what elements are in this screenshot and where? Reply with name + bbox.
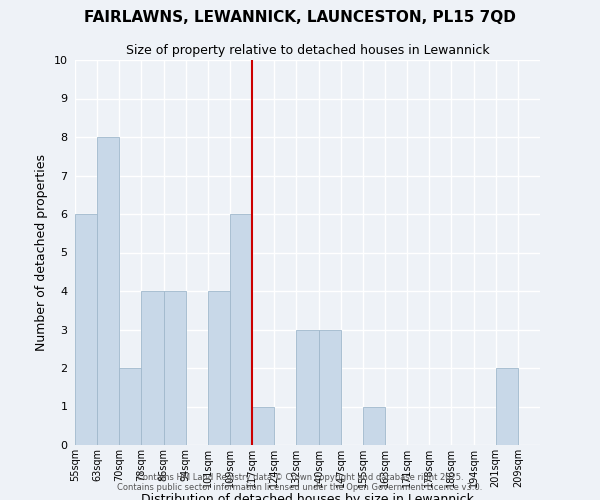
Bar <box>363 406 385 445</box>
Title: Size of property relative to detached houses in Lewannick: Size of property relative to detached ho… <box>125 44 490 58</box>
Bar <box>296 330 319 445</box>
Bar <box>142 291 164 445</box>
Bar <box>164 291 186 445</box>
Bar <box>97 137 119 445</box>
Bar <box>319 330 341 445</box>
Text: FAIRLAWNS, LEWANNICK, LAUNCESTON, PL15 7QD: FAIRLAWNS, LEWANNICK, LAUNCESTON, PL15 7… <box>84 10 516 25</box>
Y-axis label: Number of detached properties: Number of detached properties <box>35 154 48 351</box>
Bar <box>252 406 274 445</box>
Bar <box>75 214 97 445</box>
X-axis label: Distribution of detached houses by size in Lewannick: Distribution of detached houses by size … <box>141 492 474 500</box>
Bar <box>496 368 518 445</box>
Text: Contains HM Land Registry data © Crown copyright and database right 2025.
Contai: Contains HM Land Registry data © Crown c… <box>118 473 482 492</box>
Bar <box>208 291 230 445</box>
Bar <box>119 368 142 445</box>
Bar <box>230 214 252 445</box>
